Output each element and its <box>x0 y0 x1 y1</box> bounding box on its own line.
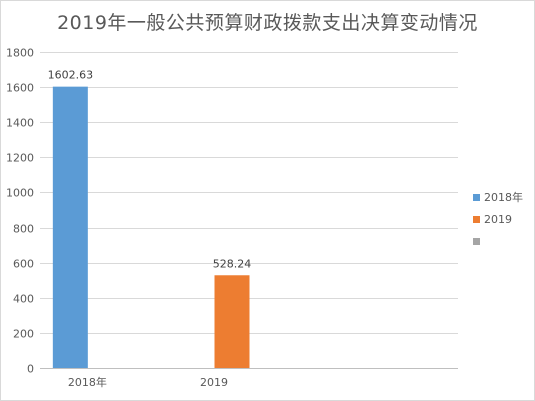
legend: 2018年 2019 <box>473 186 523 252</box>
y-tick-label: 200 <box>13 328 34 341</box>
bar <box>214 275 250 368</box>
legend-swatch <box>473 237 480 245</box>
y-tick-label: 1600 <box>6 82 34 95</box>
y-tick-label: 1000 <box>6 187 34 200</box>
y-tick-label: 400 <box>13 293 34 306</box>
y-tick-label: 800 <box>13 223 34 236</box>
bars <box>52 86 250 368</box>
x-tick-label: 2018年 <box>68 375 107 389</box>
y-tick-label: 1400 <box>6 117 34 130</box>
legend-label: 2019 <box>484 212 512 226</box>
chart-title: 2019年一般公共预算财政拨款支出决算变动情况 <box>57 12 478 34</box>
data-label: 528.24 <box>213 257 252 270</box>
y-tick-label: 600 <box>13 258 34 271</box>
x-axis-ticks: 2018年 2019 <box>68 375 228 389</box>
data-labels: 1602.63 528.24 <box>48 69 252 271</box>
y-tick-label: 0 <box>27 363 34 376</box>
legend-swatch <box>473 193 480 201</box>
legend-swatch <box>473 215 480 223</box>
legend-label: 2018年 <box>484 191 523 204</box>
y-tick-label: 1800 <box>6 47 34 60</box>
data-label: 1602.63 <box>48 69 94 82</box>
legend-item: 2018年 <box>473 186 523 208</box>
legend-item: 2019 <box>473 208 523 230</box>
y-axis-ticks: 0 200 400 600 800 1000 1200 1400 1600 1800 <box>6 47 34 376</box>
bar <box>52 86 88 368</box>
legend-item <box>473 230 523 252</box>
x-tick-label: 2019 <box>200 376 228 389</box>
y-tick-label: 1200 <box>6 152 34 165</box>
